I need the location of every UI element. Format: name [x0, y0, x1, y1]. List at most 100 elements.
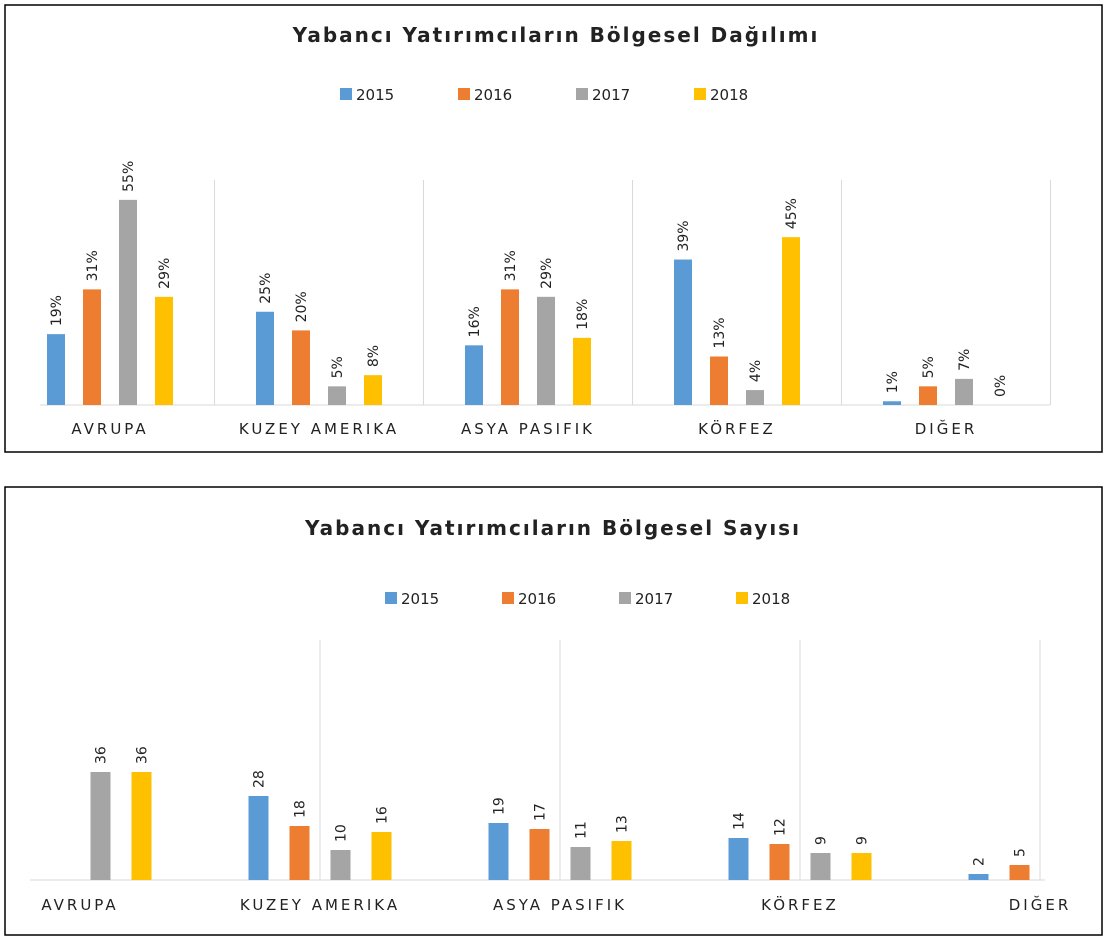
data-label: 11	[574, 821, 590, 839]
bar	[248, 796, 269, 880]
bar	[90, 772, 111, 880]
legend-swatch	[502, 592, 514, 604]
x-tick-label: KUZEY AMERIKA	[240, 896, 400, 914]
data-label: 36	[135, 746, 151, 764]
bar	[968, 874, 989, 880]
x-tick-label: DIĞER	[915, 419, 978, 438]
data-label: 29%	[157, 258, 173, 289]
data-label: 31%	[85, 250, 101, 281]
x-tick-label: ASYA PASIFIK	[461, 420, 595, 438]
legend-label: 2016	[518, 590, 556, 608]
data-label: 0%	[993, 375, 1009, 397]
data-label: 25%	[258, 273, 274, 304]
bar	[529, 829, 550, 880]
legend-swatch	[619, 592, 631, 604]
legend-label: 2015	[401, 590, 439, 608]
data-label: 12	[773, 818, 789, 836]
bar	[289, 826, 310, 880]
bar	[330, 850, 351, 880]
bar	[810, 853, 831, 880]
bar	[728, 838, 749, 880]
bar	[256, 311, 274, 405]
legend-label: 2018	[710, 86, 748, 104]
data-label: 36	[94, 746, 110, 764]
bar	[488, 823, 509, 880]
data-label: 16%	[467, 306, 483, 337]
x-tick-label: ASYA PASIFIK	[493, 896, 627, 914]
bar	[674, 259, 692, 405]
data-label: 7%	[957, 349, 973, 371]
bar	[573, 337, 591, 405]
chart-title: Yabancı Yatırımcıların Bölgesel Sayısı	[304, 516, 801, 540]
legend-label: 2018	[752, 590, 790, 608]
bar	[501, 289, 519, 405]
data-label: 20%	[294, 291, 310, 322]
bar	[746, 390, 764, 405]
data-label: 29%	[539, 258, 555, 289]
legend-swatch	[385, 592, 397, 604]
chart-frame	[4, 4, 1103, 453]
bar	[611, 841, 632, 880]
legend-label: 2017	[592, 86, 630, 104]
data-label: 14	[732, 812, 748, 830]
legend-swatch	[736, 592, 748, 604]
data-label: 28	[252, 770, 268, 788]
legend-label: 2016	[474, 86, 512, 104]
bar	[83, 289, 101, 405]
x-tick-label: AVRUPA	[41, 896, 118, 914]
data-label: 9	[855, 836, 871, 845]
data-label: 4%	[748, 360, 764, 382]
chart-frame	[4, 486, 1103, 936]
bar	[371, 832, 392, 880]
bar	[155, 296, 173, 405]
legend-swatch	[576, 88, 588, 100]
bar	[47, 334, 65, 405]
x-tick-label: KÖRFEZ	[761, 895, 839, 914]
data-label: 2	[972, 857, 988, 866]
bar	[919, 386, 937, 405]
x-tick-label: KÖRFEZ	[698, 419, 776, 438]
data-label: 18%	[575, 299, 591, 330]
data-label: 39%	[676, 220, 692, 251]
data-label: 9	[814, 836, 830, 845]
data-label: 45%	[784, 198, 800, 229]
bar	[570, 847, 591, 880]
bar	[131, 772, 152, 880]
bar	[883, 401, 901, 405]
bar	[769, 844, 790, 880]
legend-swatch	[458, 88, 470, 100]
data-label: 17	[533, 803, 549, 821]
data-label: 5%	[330, 356, 346, 378]
data-label: 55%	[121, 161, 137, 192]
data-label: 18	[293, 800, 309, 818]
bar	[710, 356, 728, 405]
bar	[955, 378, 973, 405]
x-tick-label: DIĞER	[1009, 895, 1072, 914]
data-label: 1%	[885, 371, 901, 393]
bar	[1009, 865, 1030, 880]
bar	[782, 237, 800, 405]
bar	[537, 296, 555, 405]
chart-title: Yabancı Yatırımcıların Bölgesel Dağılımı	[292, 23, 820, 47]
bar	[292, 330, 310, 405]
legend-label: 2017	[635, 590, 673, 608]
data-label: 13%	[712, 317, 728, 348]
bar	[851, 853, 872, 880]
bar	[465, 345, 483, 405]
data-label: 16	[375, 806, 391, 824]
data-label: 10	[334, 824, 350, 842]
bar	[119, 199, 137, 405]
data-label: 5	[1013, 848, 1029, 857]
bar	[328, 386, 346, 405]
bar	[364, 375, 382, 405]
data-label: 13	[615, 815, 631, 833]
legend-label: 2015	[356, 86, 394, 104]
legend-swatch	[694, 88, 706, 100]
x-tick-label: AVRUPA	[71, 420, 148, 438]
data-label: 19	[492, 797, 508, 815]
legend-swatch	[340, 88, 352, 100]
data-label: 31%	[503, 250, 519, 281]
data-label: 19%	[49, 295, 65, 326]
